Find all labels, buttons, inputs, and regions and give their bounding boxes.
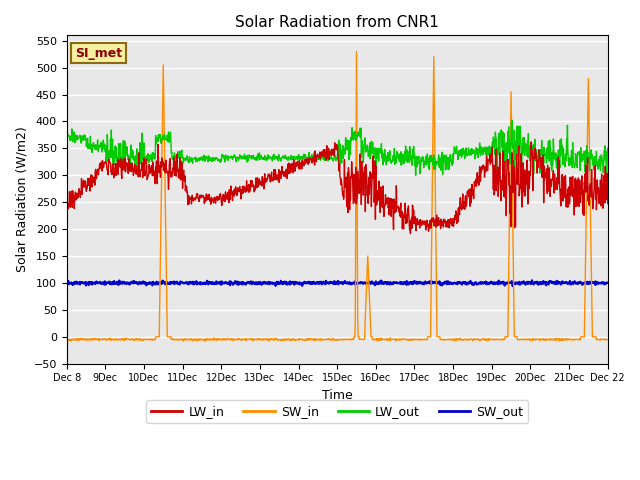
Legend: LW_in, SW_in, LW_out, SW_out: LW_in, SW_in, LW_out, SW_out: [146, 400, 528, 423]
Line: SW_out: SW_out: [67, 280, 608, 286]
LW_out: [63, 136, 70, 142]
LW_in: [527, 139, 535, 145]
Line: LW_in: LW_in: [67, 142, 608, 234]
LW_in: [518, 195, 526, 201]
LW_in: [63, 198, 70, 204]
X-axis label: Time: Time: [322, 389, 353, 402]
SW_out: [145, 281, 152, 287]
Text: SI_met: SI_met: [75, 47, 122, 60]
SW_in: [431, 124, 438, 130]
Line: SW_in: SW_in: [67, 51, 608, 341]
SW_in: [353, 48, 360, 54]
LW_in: [589, 202, 597, 208]
LW_in: [494, 164, 502, 170]
SW_out: [63, 281, 70, 287]
LW_out: [519, 135, 527, 141]
SW_in: [145, 336, 152, 342]
LW_in: [604, 201, 612, 206]
Y-axis label: Solar Radiation (W/m2): Solar Radiation (W/m2): [15, 127, 28, 273]
SW_in: [579, 334, 586, 340]
SW_in: [63, 337, 70, 343]
SW_in: [519, 336, 527, 342]
SW_in: [494, 337, 502, 343]
SW_out: [509, 283, 516, 289]
LW_out: [431, 156, 438, 161]
LW_in: [579, 190, 586, 195]
SW_out: [604, 280, 612, 286]
LW_out: [604, 145, 612, 151]
LW_out: [589, 156, 597, 162]
SW_in: [604, 336, 612, 342]
Title: Solar Radiation from CNR1: Solar Radiation from CNR1: [236, 15, 439, 30]
LW_out: [145, 160, 152, 166]
Line: LW_out: LW_out: [67, 120, 608, 175]
SW_out: [493, 279, 501, 285]
LW_out: [579, 153, 586, 158]
LW_out: [508, 117, 516, 123]
SW_out: [518, 279, 526, 285]
SW_out: [528, 277, 536, 283]
LW_out: [412, 172, 419, 178]
SW_out: [430, 280, 438, 286]
SW_out: [589, 280, 597, 286]
LW_out: [494, 147, 502, 153]
SW_out: [579, 282, 586, 288]
SW_in: [589, 334, 597, 340]
SW_in: [452, 338, 460, 344]
LW_in: [145, 170, 152, 176]
LW_in: [431, 220, 438, 226]
LW_in: [406, 231, 414, 237]
